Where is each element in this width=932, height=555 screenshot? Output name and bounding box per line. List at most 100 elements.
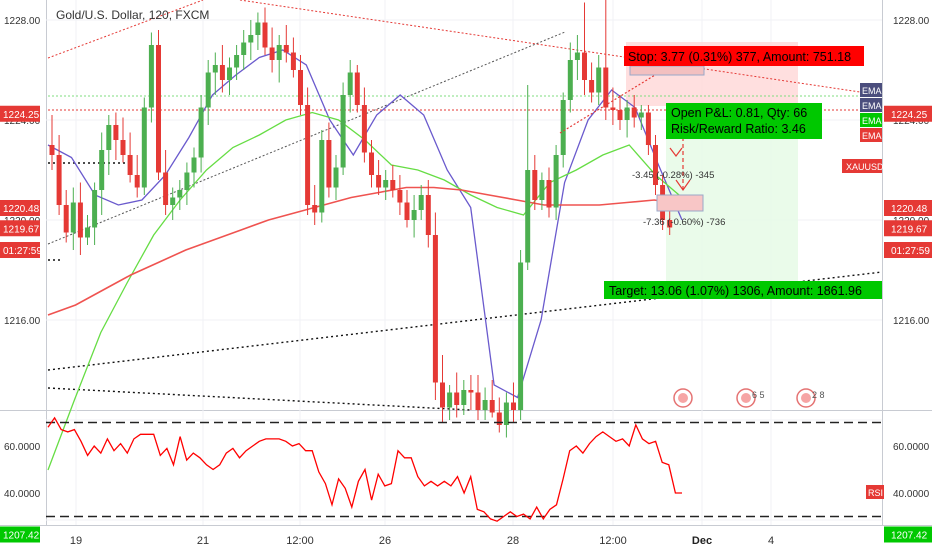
rsi-tick-right: 40.0000 <box>893 489 930 500</box>
target-label: Target: 13.06 (1.07%) 1306, Amount: 1861… <box>609 284 862 298</box>
candle-body <box>156 45 161 173</box>
price-badge-right-text: 1219.67 <box>891 224 928 235</box>
candle-body <box>461 390 467 405</box>
level-label-2: -7.36 (-0.60%) -736 <box>643 217 725 228</box>
price-badge-right-text: 1220.48 <box>891 204 928 215</box>
candle-body <box>63 205 69 233</box>
candle-body <box>511 402 516 410</box>
price-badge-left-text: 1220.48 <box>3 204 40 215</box>
flag-icon <box>741 393 751 403</box>
candle-body <box>567 60 573 100</box>
price-tick-left: 1228.00 <box>4 16 41 27</box>
candle-body <box>184 172 190 190</box>
ema-tag: EMA <box>862 131 882 141</box>
candle-body <box>454 392 460 405</box>
candle-body <box>589 80 595 93</box>
flag-icon <box>678 393 688 403</box>
candle-body <box>99 150 105 190</box>
candle-body <box>319 140 325 213</box>
price-badge-right-text: 01:27:59 <box>891 246 930 257</box>
candle-body <box>532 170 538 200</box>
rsi-tick-left: 40.0000 <box>4 489 41 500</box>
candle-body <box>248 35 254 43</box>
event-count-label: 2 8 <box>812 390 825 400</box>
candle-body <box>148 45 154 108</box>
level-label-1: -3.45 (-0.28%) -345 <box>632 170 714 181</box>
candle-body <box>624 107 630 120</box>
rsi-tag-bg <box>866 485 884 499</box>
candle-body <box>361 105 367 153</box>
candle-body <box>418 195 424 210</box>
price-badge-left <box>0 220 40 237</box>
target-label-bg <box>604 281 882 299</box>
candle-body <box>645 112 651 145</box>
ema-tag-bg <box>860 113 882 127</box>
candle-body <box>496 412 502 425</box>
candle-body <box>376 175 382 188</box>
flag-icon <box>801 393 811 403</box>
candle-body <box>191 157 197 173</box>
price-badge-left-text: 01:27:59 <box>3 246 42 257</box>
price-tick-right: 1228.00 <box>893 16 930 27</box>
candle-body <box>56 155 62 205</box>
pnl-label-bg <box>666 103 822 139</box>
symbol-tag: XAUUSD <box>846 162 884 172</box>
candle-body <box>397 190 403 203</box>
candle-body <box>582 52 587 80</box>
arrow-marker-2 <box>675 179 691 192</box>
price-badge-right <box>884 220 932 237</box>
candle-body <box>553 155 559 208</box>
candle-body <box>120 140 126 155</box>
candle-body <box>177 190 183 198</box>
candle-body <box>262 22 268 48</box>
candle-body <box>354 72 360 105</box>
price-badge-right <box>884 242 932 258</box>
projection-line <box>559 71 661 134</box>
ema-tag-bg <box>860 83 882 97</box>
candle-body <box>205 72 211 108</box>
candle-body <box>255 22 261 35</box>
candle-body <box>468 390 474 393</box>
candle-body <box>113 125 119 140</box>
ema-line <box>47 186 683 316</box>
candle-body <box>603 67 609 108</box>
stop-label: Stop: 3.77 (0.31%) 377, Amount: 751.18 <box>628 50 851 64</box>
candle-body <box>383 180 389 188</box>
candle-body <box>411 210 417 220</box>
price-badge-left-text: 1219.67 <box>3 224 40 235</box>
candle-body <box>631 107 637 118</box>
candle-body <box>653 145 658 185</box>
candle-body <box>227 67 232 80</box>
candle-body <box>234 55 240 68</box>
level-box-2 <box>656 194 704 212</box>
trendline-upper-left <box>47 0 204 59</box>
trendline-upper-right <box>239 0 861 93</box>
trendline-lower <box>47 387 471 411</box>
candle-body <box>219 65 225 80</box>
price-badge-left <box>0 200 40 216</box>
candle-body <box>305 105 311 205</box>
rsi-tag: RSI <box>868 488 883 498</box>
price-badge-right-text: 1207.42 <box>891 531 928 542</box>
candle-body <box>106 125 112 150</box>
event-count-label: 6 5 <box>752 390 765 400</box>
price-badge-left-text: 1207.42 <box>3 531 40 542</box>
price-badge-right-text: 1224.25 <box>891 110 928 121</box>
candle-body <box>198 107 204 158</box>
ema-tag-bg <box>860 128 882 142</box>
candle-body <box>347 72 353 95</box>
candle-body <box>241 42 247 55</box>
candle-body <box>482 400 488 410</box>
price-badge-left <box>0 526 40 543</box>
candle-body <box>312 205 318 213</box>
candle-body <box>77 202 83 238</box>
candle-body <box>596 67 602 93</box>
price-badge-left-text: 1224.25 <box>3 110 40 121</box>
pnl-label: Open P&L: 0.81, Qty: 66 <box>671 106 807 120</box>
rsi-tick-right: 60.0000 <box>893 442 930 453</box>
price-badge-left <box>0 242 40 258</box>
candle-body <box>432 235 438 383</box>
time-tick: 12:00 <box>286 535 314 547</box>
level-box-stop <box>629 65 705 76</box>
ema-tag: EMA <box>862 116 882 126</box>
